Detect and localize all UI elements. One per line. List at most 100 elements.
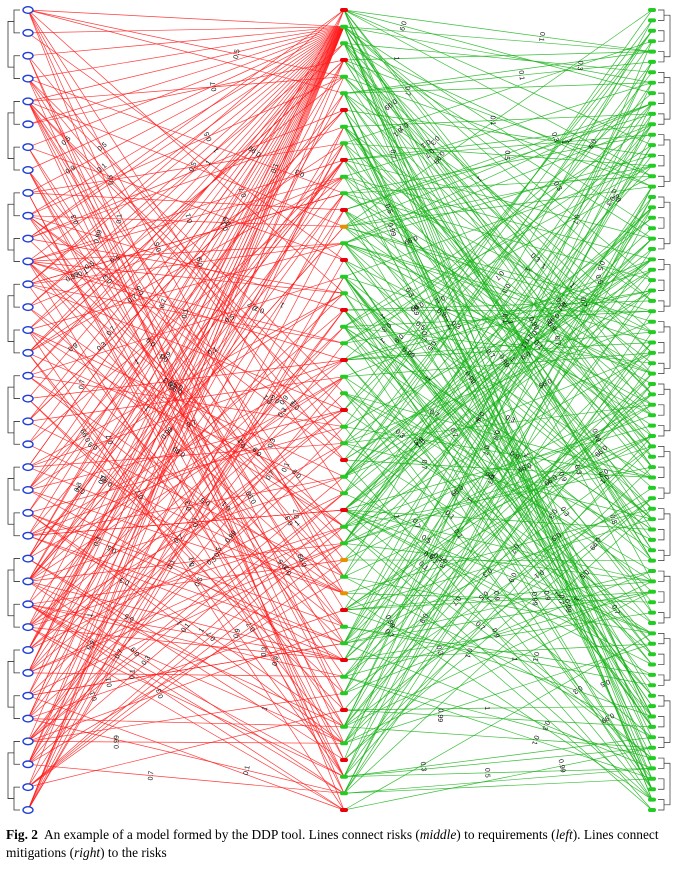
edge-weight-label: 0.3 [270, 393, 282, 405]
tree-bracket [13, 283, 20, 308]
risk-requirement-edge [27, 26, 345, 354]
mitigation-node [648, 558, 656, 563]
edge-weight-label: 0.7 [383, 628, 395, 640]
edge-weight-label: 0.3 [547, 508, 558, 520]
risk-requirement-edge [27, 209, 345, 674]
risk-requirement-edges [27, 9, 345, 811]
edge-weight-label: 0.9 [490, 628, 500, 640]
risk-requirement-edge [27, 604, 345, 811]
risk-node [340, 224, 348, 229]
mitigation-risk-edge [343, 207, 653, 511]
mitigation-risk-edge [343, 109, 653, 790]
risk-requirement-edge [27, 176, 345, 262]
mitigation-risk-edge [343, 559, 653, 561]
edge-weight-label: 0.1 [89, 690, 99, 702]
edge-weight-label: 0.1 [452, 528, 463, 540]
risk-requirement-edge [27, 101, 345, 427]
mitigation-risk-edge [343, 51, 653, 61]
mitigation-node [648, 662, 656, 667]
risk-requirement-edge [27, 159, 345, 536]
edge-weight-label: 0.99 [588, 536, 601, 551]
requirement-node [22, 691, 34, 700]
risk-requirement-edge [27, 26, 345, 148]
mitigation-risk-edge [343, 207, 653, 661]
mitigation-risk-edge [343, 293, 653, 728]
edge-weight-label: 0.3 [96, 341, 108, 353]
edge-weight-label: 1 [423, 374, 431, 382]
edge-weight-label: 0.5 [608, 514, 617, 525]
edge-weight-label: 0.9 [233, 628, 242, 639]
risk-requirement-edge [27, 409, 345, 537]
mitigation-node [648, 735, 656, 740]
mitigation-risk-edge [343, 376, 653, 582]
mitigation-risk-edge [343, 352, 653, 528]
edge-weight-label: 0.5 [135, 284, 146, 296]
risk-requirement-edge [27, 376, 345, 651]
edge-weight-label: 0.99 [297, 552, 309, 567]
caption-middle: middle [419, 827, 457, 842]
risk-requirement-edge [27, 43, 345, 376]
risk-requirement-edge [27, 9, 345, 239]
mitigation-risk-edges [343, 9, 653, 811]
edge-weight-label: 0.1 [532, 339, 544, 351]
requirement-node [22, 257, 34, 266]
mitigation-risk-edge [343, 143, 653, 406]
edge-weight-label: 0.5 [277, 557, 289, 569]
edge-weight-label: 0.9 [519, 349, 531, 360]
risk-requirement-edge [27, 26, 345, 34]
caption-right: right [74, 845, 101, 860]
risk-requirement-edge [27, 426, 345, 742]
edge-weight-label: 0.99 [93, 229, 104, 244]
risk-requirement-edge [27, 603, 345, 744]
risk-requirement-edge [27, 326, 345, 628]
mitigation-risk-edge [343, 126, 653, 541]
edge-weight-label: 0.5 [123, 612, 135, 623]
requirement-node [22, 668, 34, 677]
mitigation-risk-edge [343, 165, 653, 328]
mitigation-risk-edge [343, 276, 653, 665]
risk-requirement-edge [27, 26, 345, 445]
mitigation-node [648, 288, 656, 293]
edge-weight-label: 0.7 [509, 542, 520, 554]
risk-requirement-edge [27, 352, 345, 744]
risk-node [340, 91, 348, 96]
mitigation-risk-edge [343, 259, 653, 461]
edge-weight-label: 1 [87, 613, 95, 618]
tree-bracket [658, 155, 665, 167]
edge-weight-label: 0.3 [267, 437, 277, 449]
edge-weight-label: 0.1 [598, 473, 610, 485]
edge-weight-label: 0.9 [542, 590, 551, 601]
tree-bracket [13, 649, 20, 674]
requirement-node [22, 440, 34, 449]
ddp-model-diagram: 0.9 0.99 1 0.3 0.7 0.3 0.99 0.1 0.5 0.3 0.5 0.99 0.3… [7, 5, 671, 815]
edge-weight-label: 0.1 [517, 70, 525, 80]
mitigation-risk-edge [343, 159, 653, 239]
mitigation-risk-edge [343, 509, 653, 676]
edge-weight-label: 1 [506, 320, 514, 325]
edge-weight-label: 0.5 [420, 534, 432, 545]
edge-weight-label: 1 [188, 560, 196, 568]
edge-weight-label: 0.7 [557, 595, 564, 605]
tree-bracket [7, 203, 14, 251]
edge-weight-label: 1 [290, 398, 298, 406]
requirement-node [22, 326, 34, 335]
tree-bracket [658, 321, 665, 333]
risk-requirement-edge [27, 493, 345, 765]
risk-requirement-edge [27, 26, 345, 217]
requirement-node [22, 577, 34, 586]
mitigation-node [648, 278, 656, 283]
mitigation-risk-edge [343, 142, 653, 167]
requirement-node [22, 806, 34, 815]
risk-requirement-edge [27, 226, 345, 582]
requirement-node [22, 143, 34, 152]
edge-weight-label: 1 [510, 657, 518, 662]
tree-bracket [7, 661, 14, 708]
mitigation-risk-edge [343, 123, 653, 161]
risk-requirement-edge [27, 626, 345, 811]
tree-bracket [658, 674, 665, 686]
edge-weight-label: 0.5 [206, 556, 218, 567]
edge-weight-label: 1 [565, 138, 573, 145]
mitigation-risk-edge [343, 9, 653, 613]
tree-bracket [13, 512, 20, 537]
risk-node [340, 774, 348, 779]
